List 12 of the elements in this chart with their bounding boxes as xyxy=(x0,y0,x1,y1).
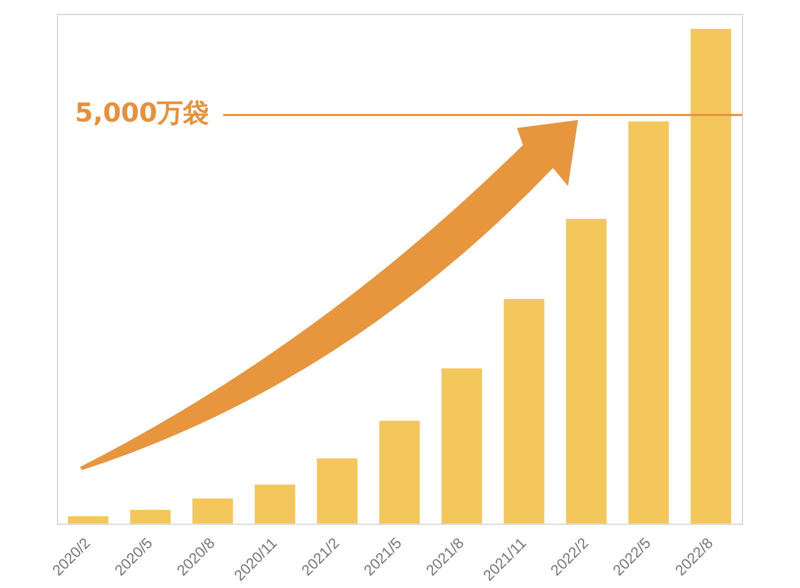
bar xyxy=(130,510,171,524)
bar xyxy=(316,458,358,524)
bar xyxy=(566,218,607,524)
bar xyxy=(690,28,732,524)
bar xyxy=(68,516,108,524)
bar xyxy=(628,121,669,524)
bar xyxy=(192,498,233,524)
bar xyxy=(379,420,420,524)
bar xyxy=(504,299,544,524)
bar xyxy=(442,368,482,524)
bar xyxy=(254,484,296,524)
ref-line-label: 5,000万袋 xyxy=(75,98,210,129)
